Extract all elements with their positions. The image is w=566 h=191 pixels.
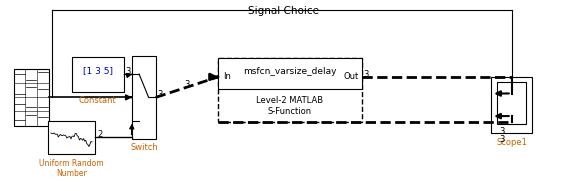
Text: [1 3 5]: [1 3 5] [83, 66, 113, 75]
Text: Constant: Constant [79, 96, 117, 105]
Text: 3: 3 [125, 67, 131, 76]
Text: In: In [223, 72, 230, 81]
FancyBboxPatch shape [497, 82, 526, 124]
FancyBboxPatch shape [218, 58, 362, 89]
Text: 2: 2 [97, 130, 102, 139]
FancyBboxPatch shape [14, 69, 49, 126]
Text: Out: Out [343, 72, 358, 81]
Text: 3: 3 [363, 70, 369, 79]
FancyBboxPatch shape [218, 58, 362, 122]
Text: Uniform Random
Number: Uniform Random Number [39, 159, 104, 178]
FancyBboxPatch shape [491, 77, 532, 133]
FancyBboxPatch shape [132, 56, 156, 139]
Text: Scope1: Scope1 [496, 138, 527, 147]
Text: 3: 3 [499, 135, 504, 144]
Text: Level-2 MATLAB
S-Function: Level-2 MATLAB S-Function [256, 96, 324, 116]
Text: 3: 3 [499, 128, 504, 137]
Text: Switch: Switch [130, 143, 158, 152]
Text: msfcn_varsize_delay: msfcn_varsize_delay [243, 67, 337, 76]
Text: Signal Choice: Signal Choice [247, 6, 319, 16]
Text: 3: 3 [185, 80, 190, 89]
FancyBboxPatch shape [72, 57, 123, 92]
FancyBboxPatch shape [48, 121, 96, 154]
Text: 3: 3 [157, 90, 163, 99]
